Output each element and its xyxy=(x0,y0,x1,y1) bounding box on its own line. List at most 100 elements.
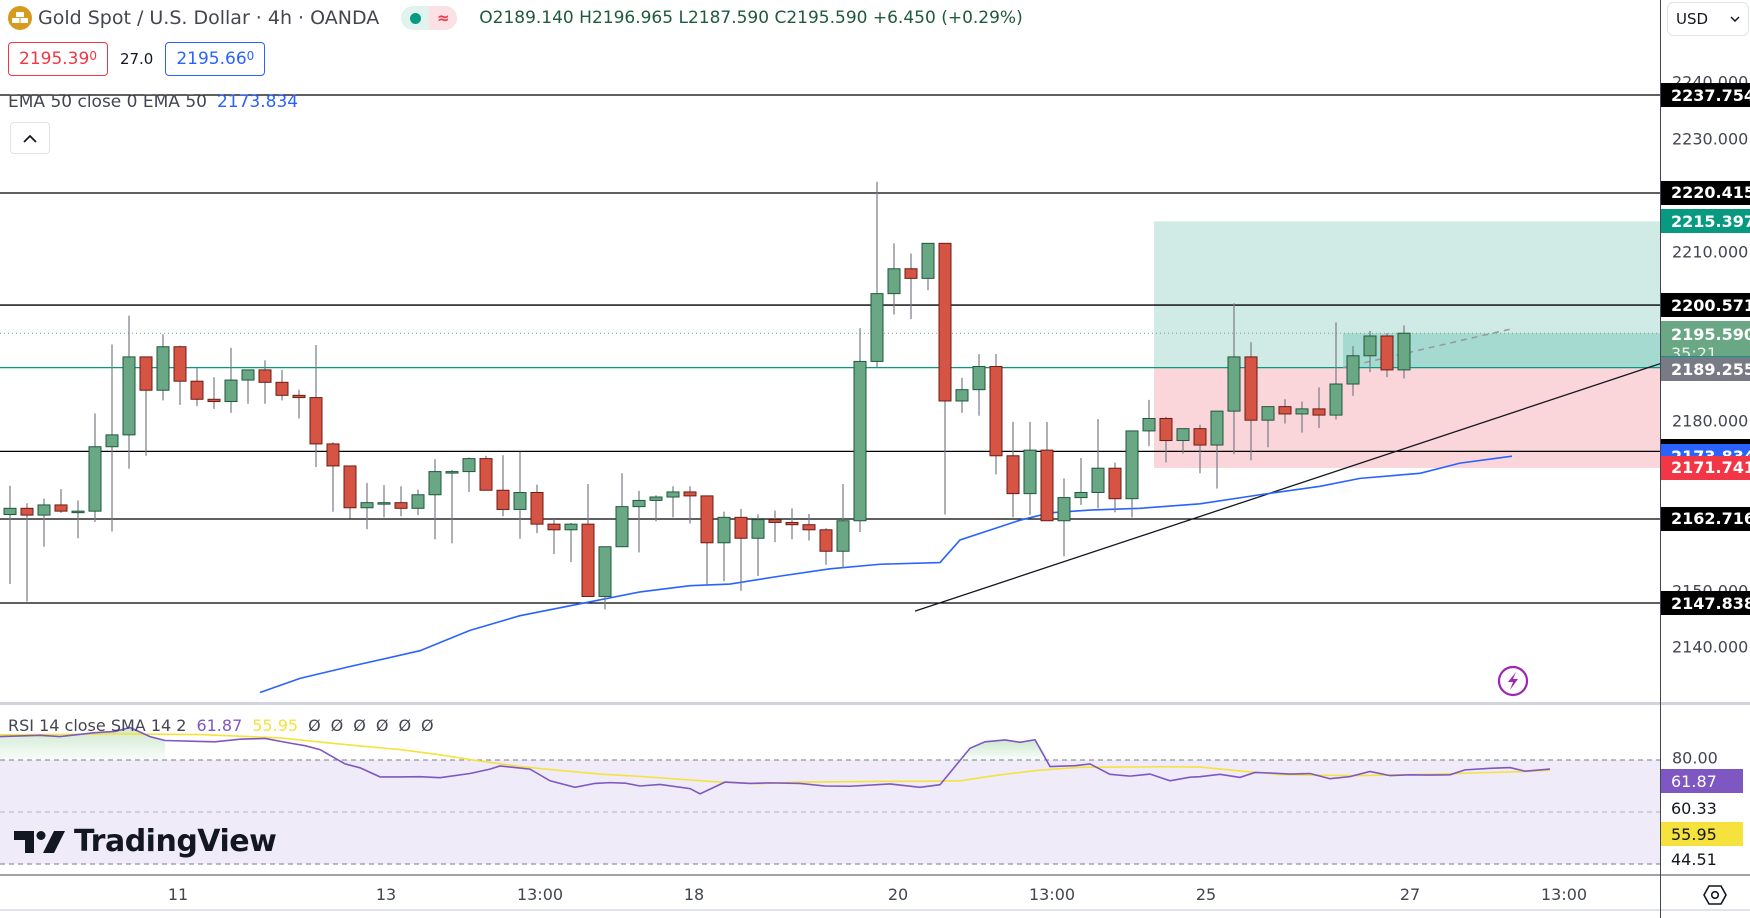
candle xyxy=(972,354,986,416)
candle xyxy=(20,503,34,602)
candle xyxy=(496,455,510,517)
candle xyxy=(394,486,408,517)
price-tag: 2189.255 xyxy=(1661,357,1750,382)
candle xyxy=(666,486,680,518)
price-tag: 2200.571 xyxy=(1661,293,1750,318)
candle xyxy=(734,508,748,591)
rsi-tag: 60.33 xyxy=(1671,798,1717,818)
low-value: L2187.590 xyxy=(678,8,770,28)
rsi-line xyxy=(0,726,1551,795)
candle xyxy=(615,473,629,548)
na-value: Ø xyxy=(353,716,366,735)
ask-price: 2195.66 xyxy=(176,49,247,69)
candle xyxy=(105,344,119,532)
candle xyxy=(173,345,187,405)
rsi-sma-line xyxy=(0,733,1551,785)
currency-select[interactable]: USD xyxy=(1667,2,1749,36)
candle xyxy=(683,486,697,524)
candle xyxy=(207,377,221,409)
candle xyxy=(1227,303,1241,455)
candle xyxy=(1210,410,1224,489)
symbol-title[interactable]: Gold Spot / U.S. Dollar · 4h · OANDA xyxy=(38,7,380,29)
candle xyxy=(343,465,357,519)
candle xyxy=(598,546,612,610)
candle xyxy=(139,356,153,456)
na-value: Ø xyxy=(330,716,344,735)
candle xyxy=(411,489,425,516)
time-label: 13:00 xyxy=(516,885,564,904)
na-value: Ø xyxy=(398,716,412,735)
candle xyxy=(1108,462,1122,513)
chevron-up-icon xyxy=(23,134,37,143)
price-tick-label: 2180.000 xyxy=(1672,411,1749,431)
candle xyxy=(547,519,561,555)
ask-pipette: 0 xyxy=(246,49,255,63)
open-value: O2189.140 xyxy=(479,8,574,28)
candle xyxy=(530,484,544,534)
candle xyxy=(1346,346,1360,396)
open-pnl-zone xyxy=(1343,333,1660,368)
price-pane[interactable] xyxy=(0,94,1660,694)
na-value: Ø xyxy=(308,716,321,735)
na-value: Ø xyxy=(421,716,434,735)
candle xyxy=(870,181,884,368)
bid-ask-row: 2195.390 27.0 2195.660 xyxy=(8,42,266,76)
candle xyxy=(1363,330,1377,373)
candle xyxy=(836,484,850,569)
candle xyxy=(37,498,51,547)
time-label: 11 xyxy=(167,885,189,904)
high-value: H2196.965 xyxy=(579,8,674,28)
candle xyxy=(989,354,1003,475)
price-tag: 2220.415 xyxy=(1661,180,1750,205)
candle xyxy=(785,508,799,540)
candle xyxy=(1312,387,1326,429)
delayed-data-icon: ≈ xyxy=(429,6,458,30)
ema-legend[interactable]: EMA 50 close 0 EMA 50 2173.834 xyxy=(8,92,298,112)
buy-button[interactable]: 2195.660 xyxy=(165,42,266,76)
bid-price: 2195.39 xyxy=(19,49,90,69)
candle xyxy=(955,377,969,413)
candle xyxy=(1244,342,1258,461)
candle xyxy=(904,253,918,320)
candle xyxy=(156,334,170,401)
candle xyxy=(1125,430,1139,518)
pane-separator xyxy=(0,702,1750,705)
collapse-legend-button[interactable] xyxy=(10,122,50,154)
candle xyxy=(1040,421,1054,522)
candle xyxy=(1006,421,1020,518)
time-label: 13:00 xyxy=(1540,885,1588,904)
tradingview-logo: TradingView xyxy=(14,824,277,859)
candle xyxy=(428,459,442,540)
candle xyxy=(1397,325,1411,379)
candle xyxy=(513,451,527,539)
candle xyxy=(377,485,391,518)
close-value: C2195.590 xyxy=(774,8,868,28)
rsi-legend[interactable]: RSI 14 close SMA 14 2 61.87 55.95 Ø Ø Ø … xyxy=(8,716,434,735)
price-axis[interactable] xyxy=(1660,0,1750,918)
chevron-down-icon xyxy=(1730,16,1740,22)
candle xyxy=(88,413,102,522)
candle xyxy=(1091,419,1105,509)
price-tag: 2237.754 xyxy=(1661,83,1750,107)
rsi-tag: 61.87 xyxy=(1661,769,1743,793)
market-status[interactable]: ≈ xyxy=(401,6,458,30)
candle xyxy=(1329,322,1343,420)
candle xyxy=(581,484,595,597)
bid-pipette: 0 xyxy=(89,49,97,63)
candle xyxy=(445,469,459,544)
candle xyxy=(241,369,255,404)
candle xyxy=(1295,401,1309,433)
rsi-pane[interactable] xyxy=(0,726,1660,865)
candle xyxy=(819,528,833,565)
sell-button[interactable]: 2195.390 xyxy=(8,42,108,76)
candle xyxy=(462,457,476,492)
tradingview-wordmark: TradingView xyxy=(74,824,277,859)
rsi-overbought-fill xyxy=(960,739,1050,760)
chart-settings-button[interactable] xyxy=(1700,880,1730,910)
rsi-sma-value: 55.95 xyxy=(252,716,299,735)
ohlc-values: O2189.140 H2196.965 L2187.590 C2195.590 … xyxy=(479,8,1022,28)
candle xyxy=(1159,416,1173,463)
na-value: Ø xyxy=(375,716,389,735)
lightning-icon[interactable] xyxy=(1497,665,1529,697)
